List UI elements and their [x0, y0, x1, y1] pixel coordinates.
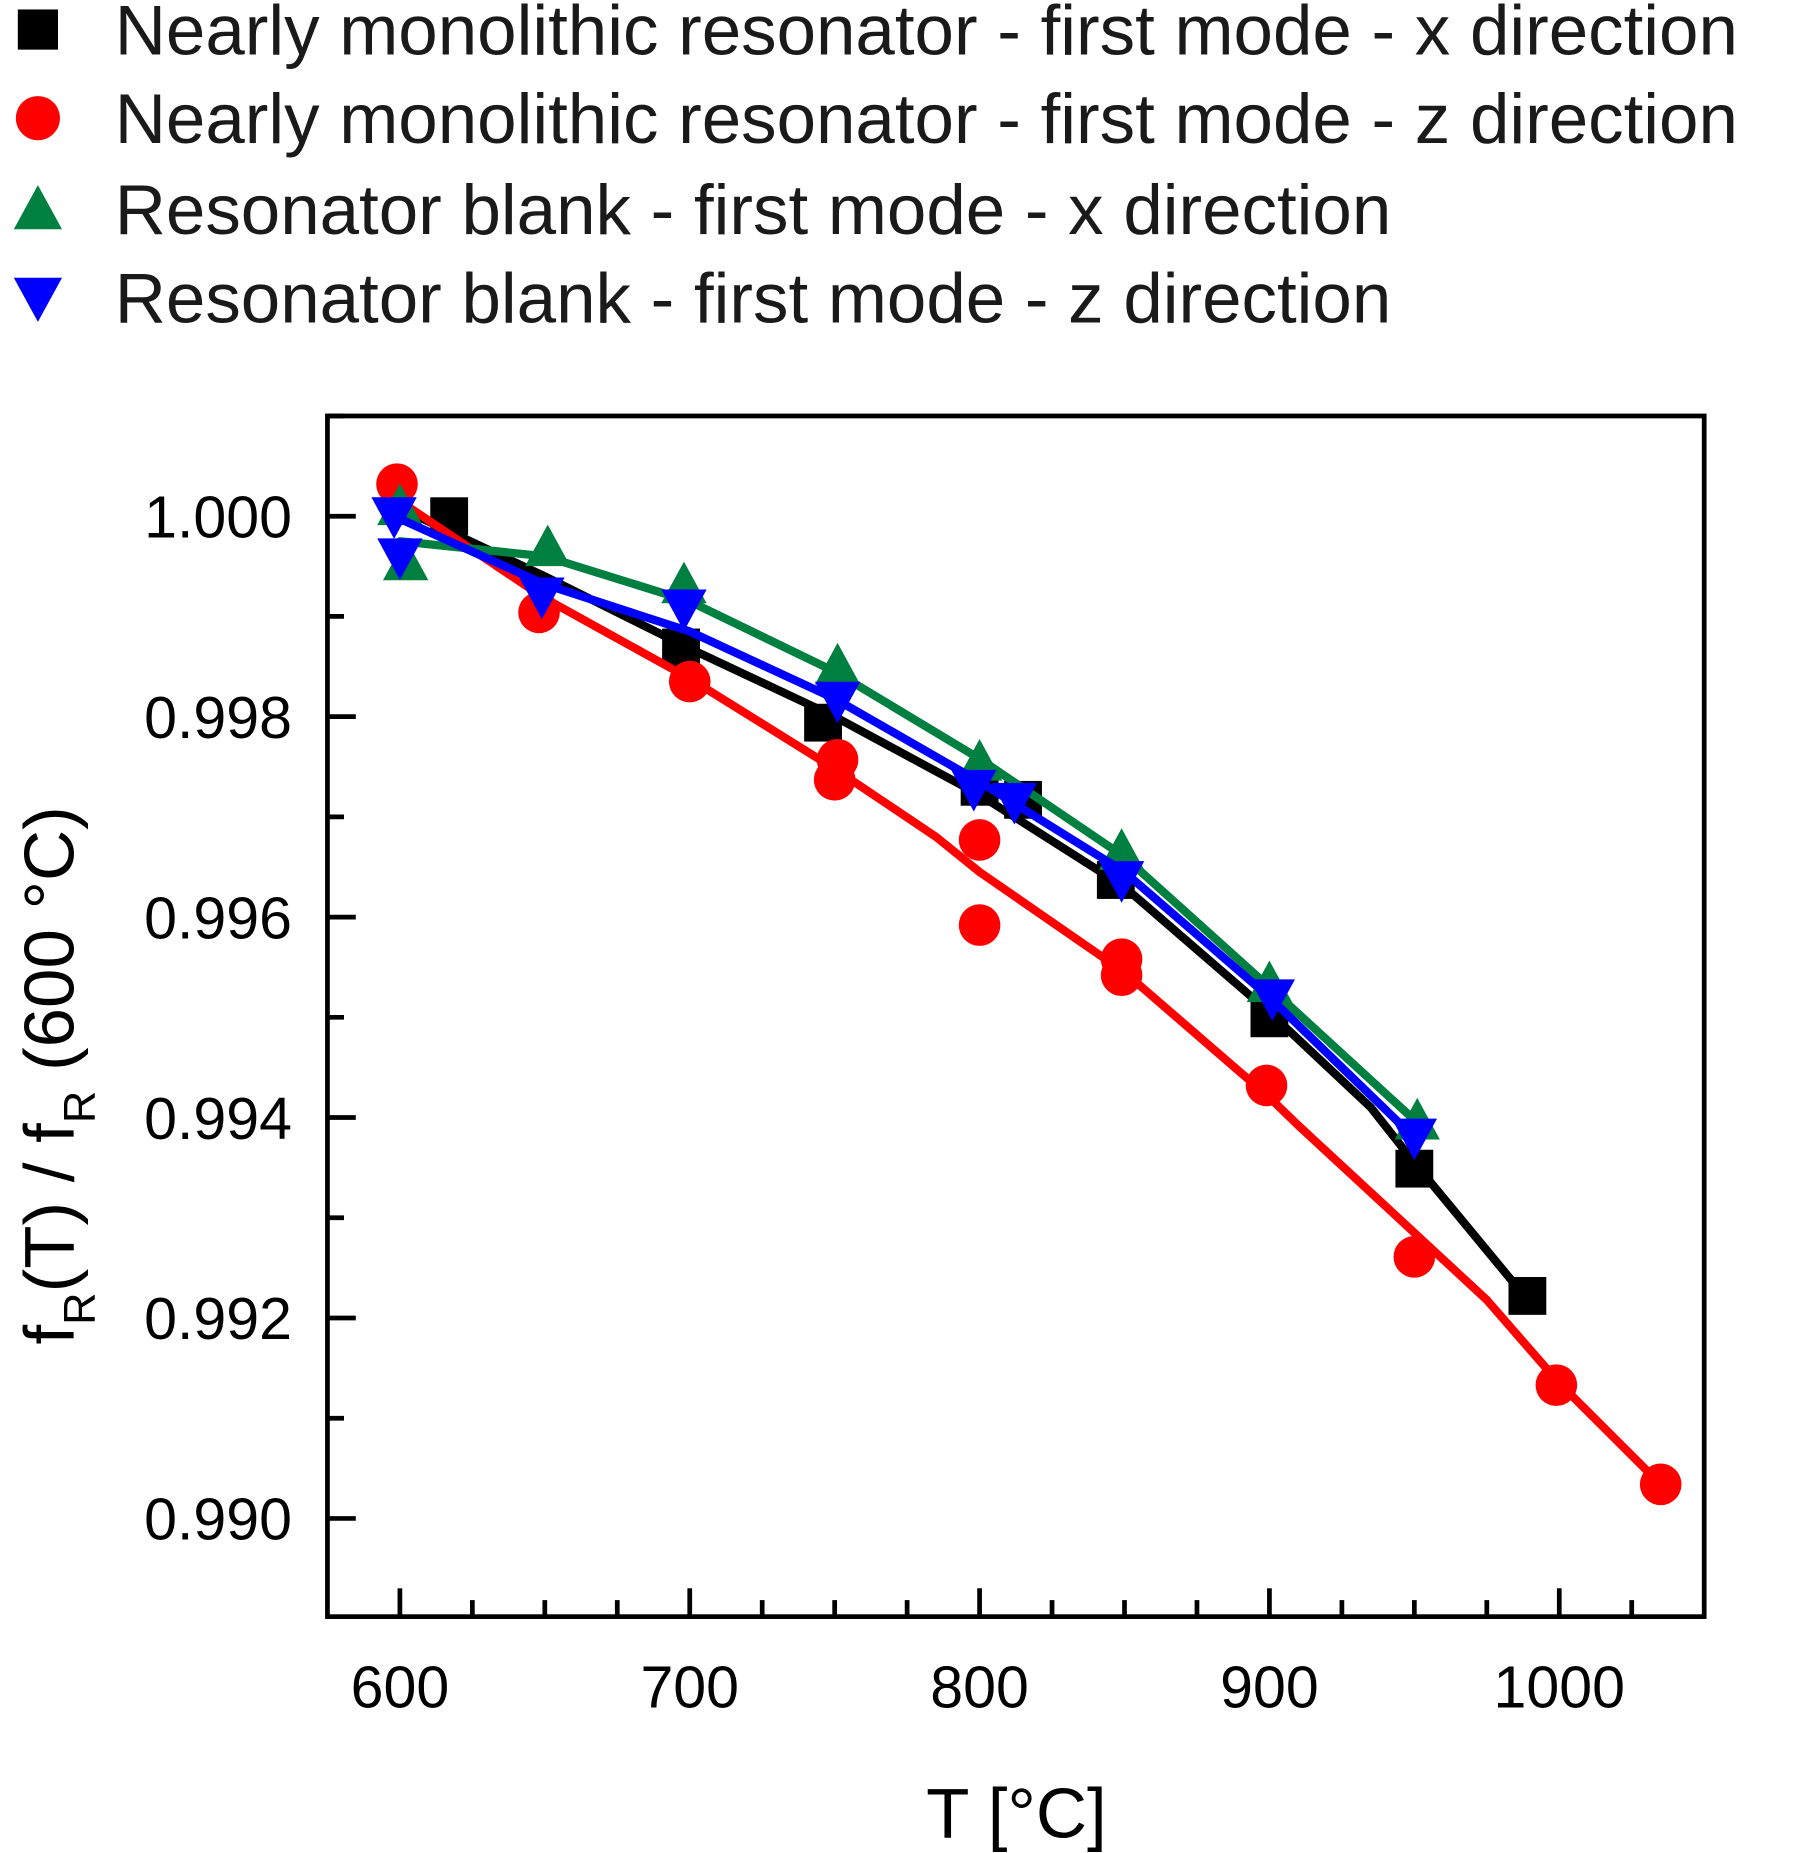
series-circle [376, 463, 1682, 1506]
y-tick-label: 0.994 [144, 1086, 292, 1152]
y-tick-label: 0.992 [144, 1286, 292, 1352]
legend-label: Resonator blank - first mode - x directi… [115, 171, 1392, 250]
legend-marker-triangle-up [13, 185, 63, 230]
data-point [814, 681, 861, 724]
data-point [371, 497, 417, 539]
data-point [1508, 1277, 1547, 1315]
series-line [389, 512, 1419, 1142]
y-tick-label: 0.996 [144, 885, 292, 951]
data-point [814, 642, 861, 685]
data-point [661, 589, 707, 632]
y-tick-label: 0.990 [144, 1487, 292, 1553]
data-point [958, 904, 1001, 946]
y-tick-label: 1.000 [144, 484, 292, 550]
data-point [377, 538, 423, 580]
legend-label: Nearly monolithic resonator - first mode… [115, 80, 1738, 159]
data-point [1391, 1118, 1438, 1161]
data-point [991, 782, 1038, 825]
legend-item: Resonator blank - first mode - z directi… [13, 260, 1392, 339]
data-point [951, 769, 997, 812]
legend-marker-triangle-down [13, 277, 63, 322]
legend-item: Resonator blank - first mode - x directi… [13, 171, 1392, 250]
data-point [1245, 1064, 1288, 1107]
data-point [813, 758, 856, 801]
data-point [958, 819, 1001, 861]
x-tick-label: 900 [1220, 1655, 1319, 1721]
data-point [519, 577, 565, 620]
legend: Nearly monolithic resonator - first mode… [13, 0, 1738, 339]
plot-area [371, 463, 1682, 1506]
legend-item: Nearly monolithic resonator - first mode… [15, 80, 1738, 159]
data-point [1249, 979, 1296, 1021]
legend-marker-square [17, 9, 58, 50]
x-axis-title: T [°C] [926, 1775, 1107, 1853]
legend-item: Nearly monolithic resonator - first mode… [17, 0, 1738, 70]
data-point [1098, 861, 1145, 903]
y-tick-label: 0.998 [144, 685, 292, 751]
data-point [668, 660, 711, 703]
series-triangle-down [371, 497, 1438, 1161]
series-line [395, 504, 1535, 1308]
legend-marker-circle [15, 96, 61, 141]
data-point [376, 463, 418, 505]
data-point [1100, 954, 1143, 997]
data-point [1535, 1364, 1578, 1406]
data-point [1639, 1463, 1682, 1506]
y-axis-title: fR(T) / fR (600 °C) [10, 806, 104, 1344]
legend-label: Resonator blank - first mode - z directi… [115, 260, 1392, 339]
legend-label: Nearly monolithic resonator - first mode… [115, 0, 1738, 70]
data-point [525, 524, 571, 567]
data-point [1393, 1236, 1436, 1278]
x-tick-label: 700 [640, 1655, 739, 1721]
x-tick-label: 600 [351, 1655, 450, 1721]
x-tick-label: 800 [930, 1655, 1029, 1721]
series-line [395, 497, 1665, 1489]
axes: 600 700 800 900 1000 1.000 0.998 0.996 0.994 0.99… [144, 413, 1635, 1721]
x-tick-label: 1000 [1494, 1655, 1625, 1721]
